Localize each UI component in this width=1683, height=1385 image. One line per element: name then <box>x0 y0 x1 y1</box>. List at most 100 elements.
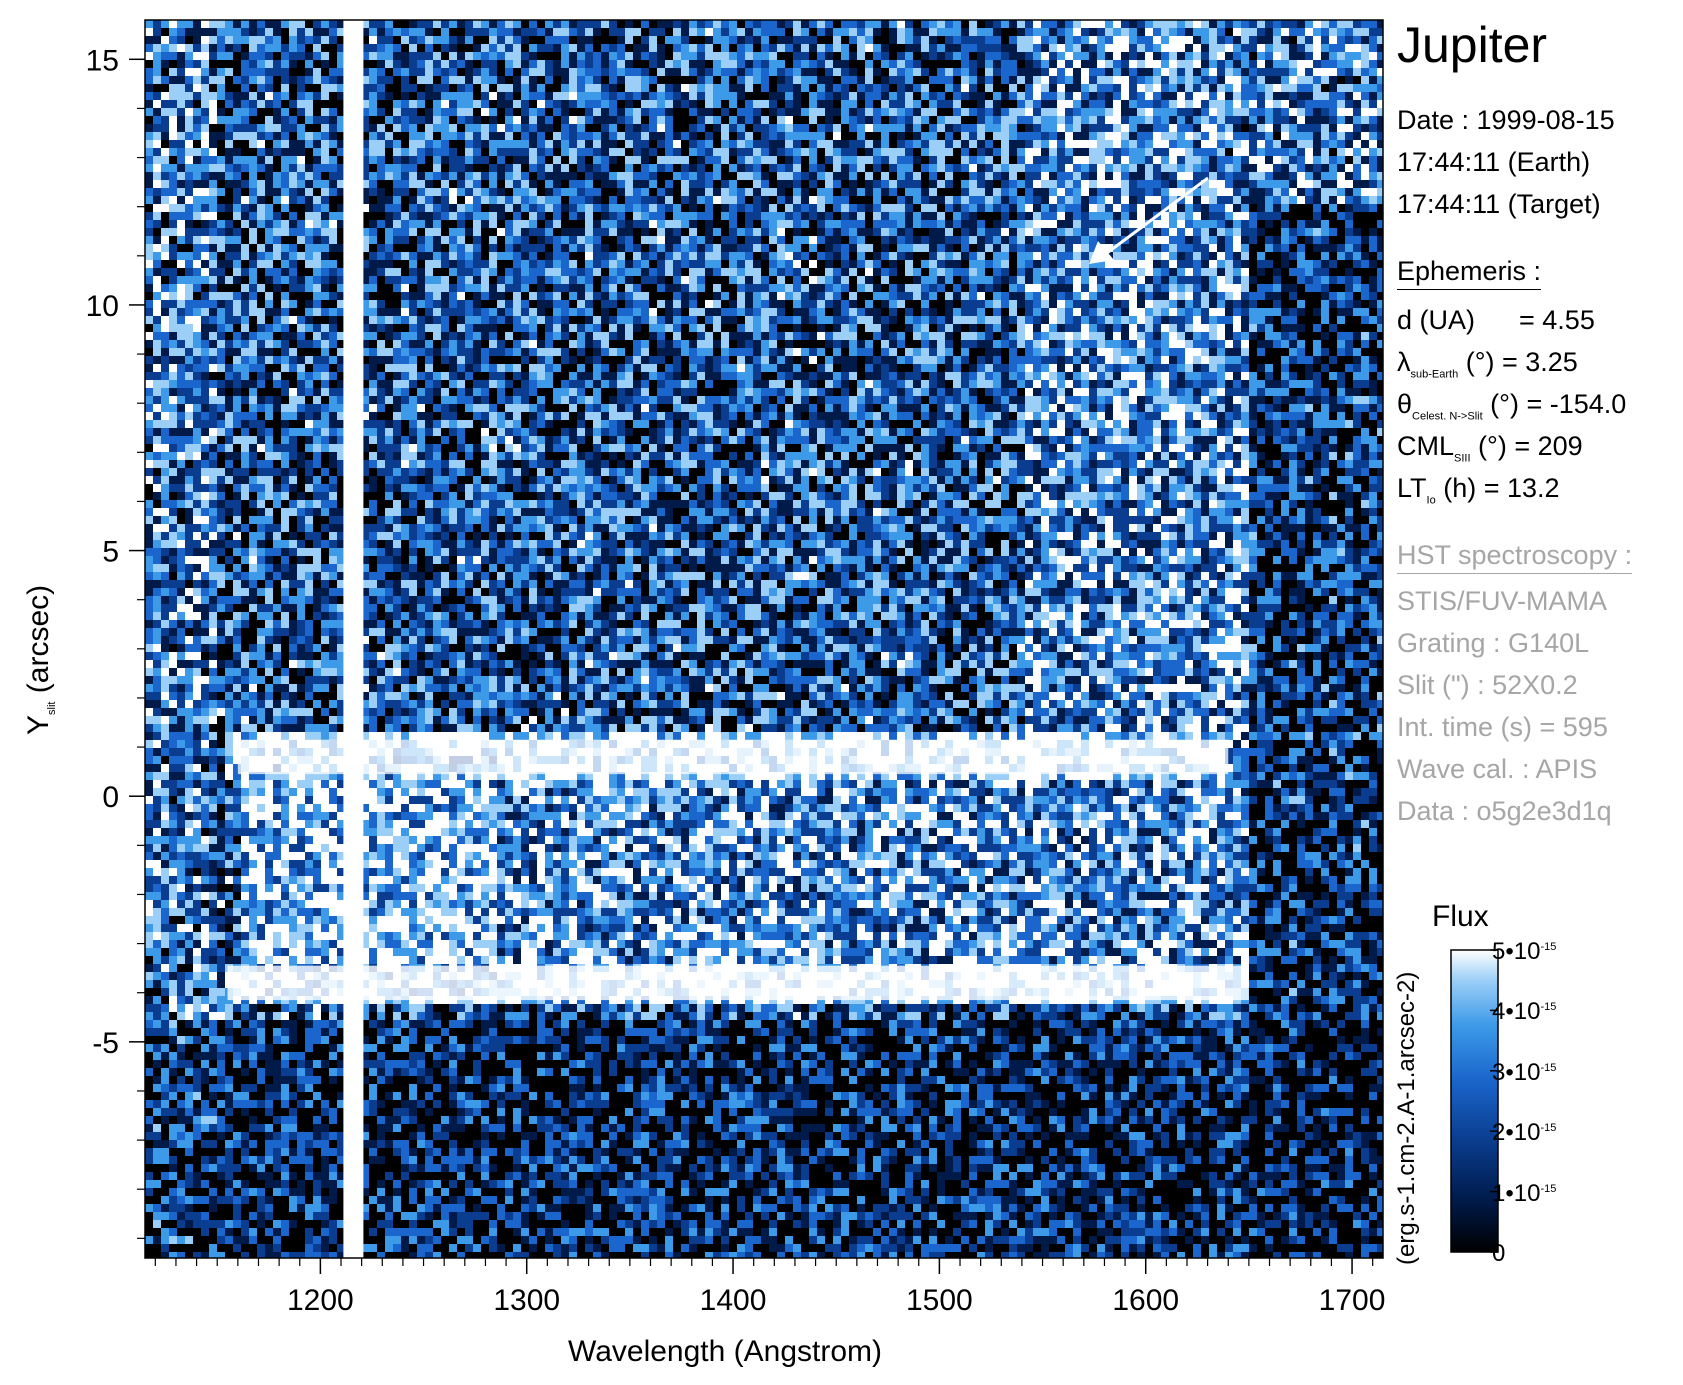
heatmap-cell <box>433 308 441 316</box>
heatmap-cell <box>1169 284 1177 292</box>
heatmap-cell <box>1369 108 1377 116</box>
heatmap-cell <box>1297 276 1305 284</box>
heatmap-cell <box>473 196 481 204</box>
heatmap-cell <box>1057 292 1065 300</box>
heatmap-cell <box>1313 148 1321 156</box>
heatmap-cell <box>785 84 793 92</box>
heatmap-cell <box>745 172 753 180</box>
heatmap-cell <box>1137 236 1145 244</box>
heatmap-cell <box>425 92 433 100</box>
heatmap-cell <box>1097 124 1105 132</box>
heatmap-cell <box>193 268 201 276</box>
heatmap-cell <box>265 260 273 268</box>
heatmap-cell <box>1361 100 1369 108</box>
heatmap-cell <box>1297 44 1305 52</box>
heatmap-cell <box>1361 164 1369 172</box>
heatmap-cell <box>1137 92 1145 100</box>
heatmap-cell <box>161 212 169 220</box>
heatmap-cell <box>193 124 201 132</box>
heatmap-cell <box>825 140 833 148</box>
heatmap-cell <box>1281 68 1289 76</box>
heatmap-cell <box>505 220 513 228</box>
heatmap-cell <box>969 268 977 276</box>
heatmap-cell <box>193 140 201 148</box>
heatmap-cell <box>1105 76 1113 84</box>
heatmap-cell <box>1185 172 1193 180</box>
heatmap-cell <box>1353 124 1361 132</box>
heatmap-cell <box>969 284 977 292</box>
heatmap-cell <box>897 84 905 92</box>
heatmap-cell <box>273 60 281 68</box>
heatmap-cell <box>457 100 465 108</box>
heatmap-cell <box>201 132 209 140</box>
heatmap-cell <box>1217 60 1225 68</box>
heatmap-cell <box>1209 76 1217 84</box>
heatmap-cell <box>153 76 161 84</box>
heatmap-cell <box>961 228 969 236</box>
heatmap-cell <box>241 308 249 316</box>
heatmap-cell <box>689 204 697 212</box>
heatmap-cell <box>313 76 321 84</box>
heatmap-cell <box>1137 228 1145 236</box>
heatmap-cell <box>609 20 617 28</box>
heatmap-cell <box>969 300 977 308</box>
heatmap-cell <box>337 276 345 284</box>
heatmap-cell <box>265 68 273 76</box>
heatmap-cell <box>665 124 673 132</box>
heatmap-cell <box>425 220 433 228</box>
heatmap-cell <box>1073 244 1081 252</box>
heatmap-cell <box>209 100 217 108</box>
heatmap-cell <box>561 164 569 172</box>
heatmap-cell <box>929 44 937 52</box>
heatmap-cell <box>865 124 873 132</box>
heatmap-cell <box>1145 28 1153 36</box>
heatmap-cell <box>425 84 433 92</box>
heatmap-cell <box>289 268 297 276</box>
heatmap-cell <box>1009 276 1017 284</box>
heatmap-cell <box>465 52 473 60</box>
heatmap-cell <box>809 36 817 44</box>
heatmap-cell <box>1161 284 1169 292</box>
heatmap-cell <box>769 92 777 100</box>
heatmap-cell <box>993 188 1001 196</box>
heatmap-cell <box>537 236 545 244</box>
heatmap-cell <box>1249 140 1257 148</box>
heatmap-cell <box>553 292 561 300</box>
heatmap-cell <box>833 164 841 172</box>
heatmap-cell <box>209 172 217 180</box>
heatmap-cell <box>577 28 585 36</box>
heatmap-cell <box>1265 100 1273 108</box>
heatmap-cell <box>1177 68 1185 76</box>
heatmap-cell <box>281 220 289 228</box>
heatmap-cell <box>801 292 809 300</box>
heatmap-cell <box>1161 276 1169 284</box>
heatmap-cell <box>841 164 849 172</box>
heatmap-cell <box>481 220 489 228</box>
heatmap-cell <box>633 132 641 140</box>
heatmap-cell <box>609 60 617 68</box>
heatmap-cell <box>233 188 241 196</box>
heatmap-cell <box>705 268 713 276</box>
heatmap-cell <box>433 292 441 300</box>
heatmap-cell <box>649 212 657 220</box>
heatmap-cell <box>1001 68 1009 76</box>
heatmap-cell <box>321 76 329 84</box>
heatmap-cell <box>913 84 921 92</box>
heatmap-cell <box>1185 148 1193 156</box>
heatmap-cell <box>1089 84 1097 92</box>
heatmap-cell <box>217 300 225 308</box>
heatmap-cell <box>697 260 705 268</box>
heatmap-cell <box>857 308 865 316</box>
heatmap-cell <box>945 28 953 36</box>
heatmap-cell <box>329 28 337 36</box>
heatmap-cell <box>1113 148 1121 156</box>
heatmap-cell <box>865 108 873 116</box>
heatmap-cell <box>1281 252 1289 260</box>
heatmap-cell <box>425 28 433 36</box>
heatmap-cell <box>753 68 761 76</box>
heatmap-cell <box>1161 228 1169 236</box>
heatmap-cell <box>1361 36 1369 44</box>
heatmap-cell <box>1089 284 1097 292</box>
heatmap-cell <box>825 188 833 196</box>
heatmap-cell <box>617 260 625 268</box>
